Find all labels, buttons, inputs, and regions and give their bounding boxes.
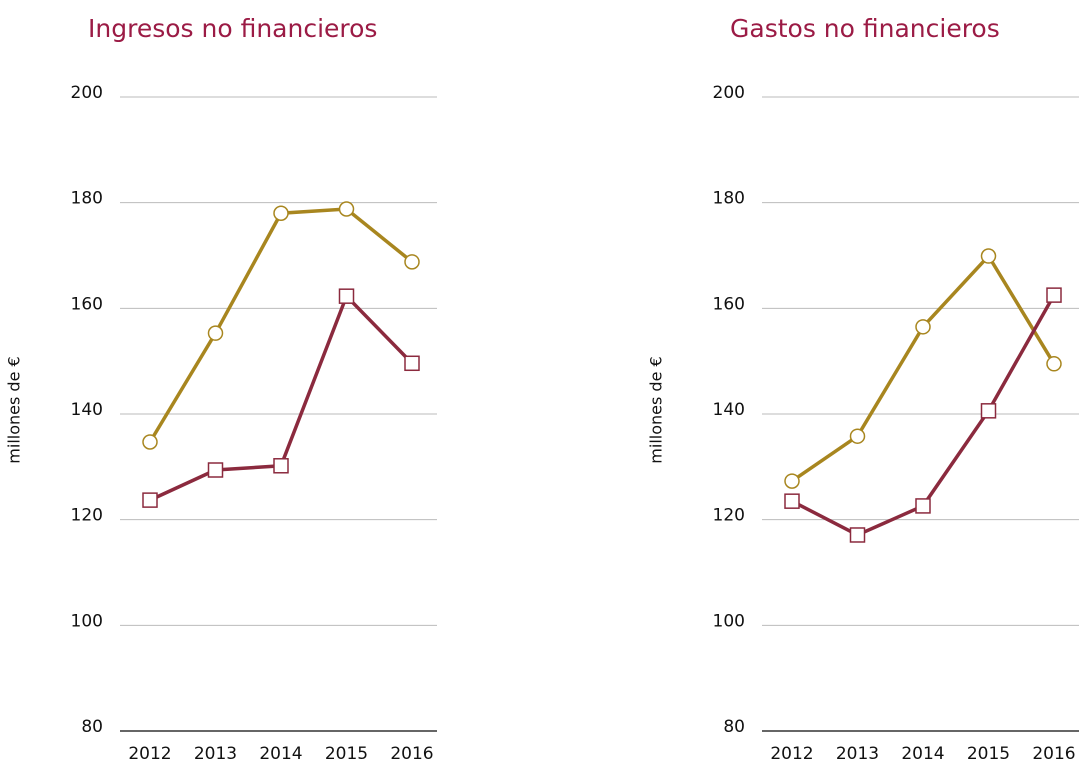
marker [338,288,355,304]
marker [404,355,420,372]
x-tick-label: 2015 [325,744,368,764]
marker [207,462,224,478]
x-tick-label: 2016 [390,744,433,764]
x-tick-label: 2012 [770,744,813,764]
marker [273,458,289,474]
y-tick-label: 180 [71,189,103,209]
chart-title: Gastos no financieros [730,14,1000,43]
marker [915,498,931,514]
marker [980,248,997,264]
marker [784,493,800,509]
line [791,253,1056,483]
marker [404,254,420,270]
y-tick-label: 200 [713,83,745,103]
y-tick-label: 200 [71,83,103,103]
marker [207,325,224,341]
marker [338,201,355,217]
y-axis-label: millones de € [647,356,666,463]
marker [1046,356,1062,372]
y-tick-label: 140 [713,400,745,420]
marker [142,492,158,508]
y-tick-label: 100 [713,611,745,631]
x-tick-label: 2014 [901,744,944,764]
marker [980,403,997,419]
marker [849,428,866,444]
x-tick-label: 2012 [128,744,171,764]
chart-title: Ingresos no financieros [88,14,377,43]
x-tick-label: 2013 [194,744,237,764]
x-tick-label: 2013 [836,744,879,764]
y-tick-label: 120 [71,506,103,526]
y-tick-label: 180 [713,189,745,209]
marker [915,319,931,335]
y-axis-label: millones de € [5,356,24,463]
y-tick-label: 80 [81,717,103,737]
marker [1046,287,1062,303]
marker [849,527,866,543]
marker [784,473,800,489]
x-tick-label: 2016 [1032,744,1075,764]
x-tick-label: 2014 [259,744,302,764]
y-tick-label: 160 [713,294,745,314]
y-tick-label: 80 [723,717,745,737]
x-tick-label: 2015 [967,744,1010,764]
marker [142,434,158,450]
y-tick-label: 120 [713,506,745,526]
y-tick-label: 160 [71,294,103,314]
y-tick-label: 140 [71,400,103,420]
y-tick-label: 100 [71,611,103,631]
marker [273,205,289,221]
